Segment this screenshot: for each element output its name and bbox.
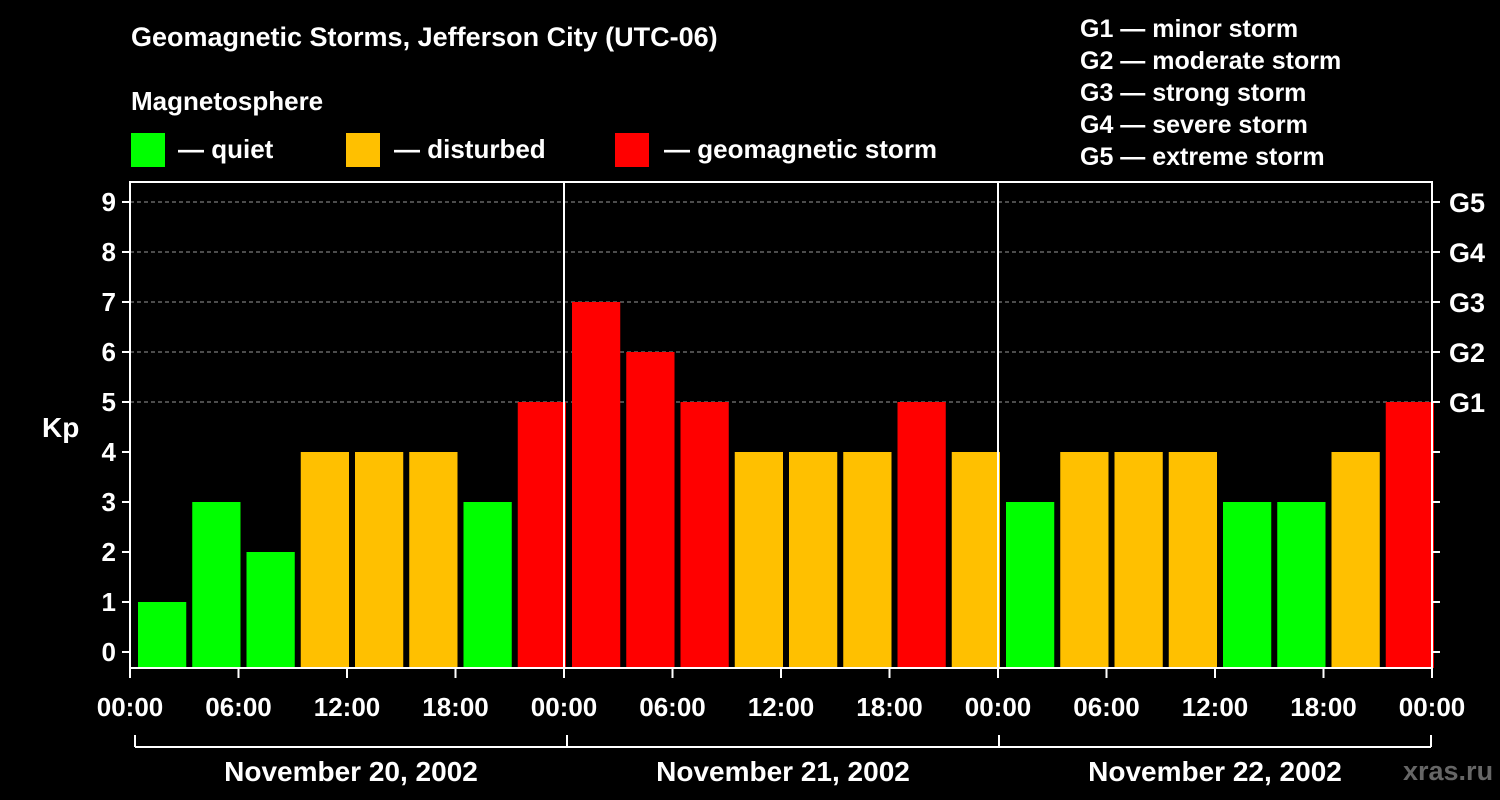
legend-label-quiet: — quiet (178, 134, 274, 164)
g-scale-label: G5 (1449, 188, 1485, 218)
chart-title: Geomagnetic Storms, Jefferson City (UTC-… (131, 22, 718, 52)
y-tick-label: 5 (102, 387, 116, 417)
bar (1277, 502, 1326, 668)
bar (517, 402, 566, 668)
y-tick-label: 4 (102, 437, 117, 467)
chart-subtitle: Magnetosphere (131, 86, 324, 116)
x-tick-label: 00:00 (531, 692, 598, 722)
g-scale-label: G3 (1449, 288, 1485, 318)
day-label: November 22, 2002 (1088, 756, 1342, 787)
x-tick-label: 18:00 (1290, 692, 1357, 722)
legend-label-storm: — geomagnetic storm (664, 134, 938, 164)
bar (572, 302, 621, 668)
bar (1223, 502, 1272, 668)
x-tick-label: 12:00 (314, 692, 381, 722)
g-legend-g2: G2 — moderate storm (1080, 47, 1342, 75)
x-tick-label: 06:00 (639, 692, 706, 722)
g-scale-label: G1 (1449, 388, 1485, 418)
x-tick-label: 18:00 (422, 692, 489, 722)
bar (192, 502, 241, 668)
legend-label-disturbed: — disturbed (394, 134, 546, 164)
bar (300, 452, 349, 668)
day-label: November 20, 2002 (224, 756, 478, 787)
y-tick-label: 7 (102, 287, 116, 317)
y-tick-label: 3 (102, 487, 116, 517)
day-label: November 21, 2002 (656, 756, 910, 787)
x-tick-label: 06:00 (205, 692, 272, 722)
bar (1168, 452, 1217, 668)
bar (1060, 452, 1109, 668)
y-tick-label: 9 (102, 187, 116, 217)
y-tick-label: 1 (102, 587, 116, 617)
bar (355, 452, 404, 668)
legend-swatch-disturbed (346, 133, 380, 167)
legend-swatch-storm (615, 133, 649, 167)
bar (680, 402, 729, 668)
bar (409, 452, 458, 668)
bar (1006, 502, 1055, 668)
bar (1114, 452, 1163, 668)
x-tick-label: 00:00 (965, 692, 1032, 722)
x-tick-label: 18:00 (856, 692, 923, 722)
x-tick-label: 00:00 (97, 692, 164, 722)
bar (789, 452, 838, 668)
bar (626, 352, 675, 668)
x-tick-label: 12:00 (1182, 692, 1249, 722)
y-axis-label: Kp (42, 412, 80, 443)
g-scale-label: G2 (1449, 338, 1485, 368)
legend-swatch-quiet (131, 133, 165, 167)
g-legend-g4: G4 — severe storm (1080, 111, 1308, 139)
bar (1331, 452, 1380, 668)
y-tick-label: 8 (102, 237, 116, 267)
g-legend-g3: G3 — strong storm (1080, 79, 1307, 107)
g-legend-g5: G5 — extreme storm (1080, 143, 1325, 171)
bar (951, 452, 1000, 668)
x-tick-label: 06:00 (1073, 692, 1140, 722)
watermark: xras.ru (1403, 756, 1494, 786)
g-scale-label: G4 (1449, 238, 1485, 268)
bar (246, 552, 295, 668)
y-tick-label: 2 (102, 537, 116, 567)
x-tick-label: 00:00 (1399, 692, 1466, 722)
bar (843, 452, 892, 668)
bar (138, 602, 187, 668)
bar (897, 402, 946, 668)
bar (1385, 402, 1434, 668)
g-legend-g1: G1 — minor storm (1080, 15, 1299, 43)
bar (463, 502, 512, 668)
y-tick-label: 6 (102, 337, 116, 367)
bar (734, 452, 783, 668)
x-tick-label: 12:00 (748, 692, 815, 722)
y-tick-label: 0 (102, 637, 116, 667)
